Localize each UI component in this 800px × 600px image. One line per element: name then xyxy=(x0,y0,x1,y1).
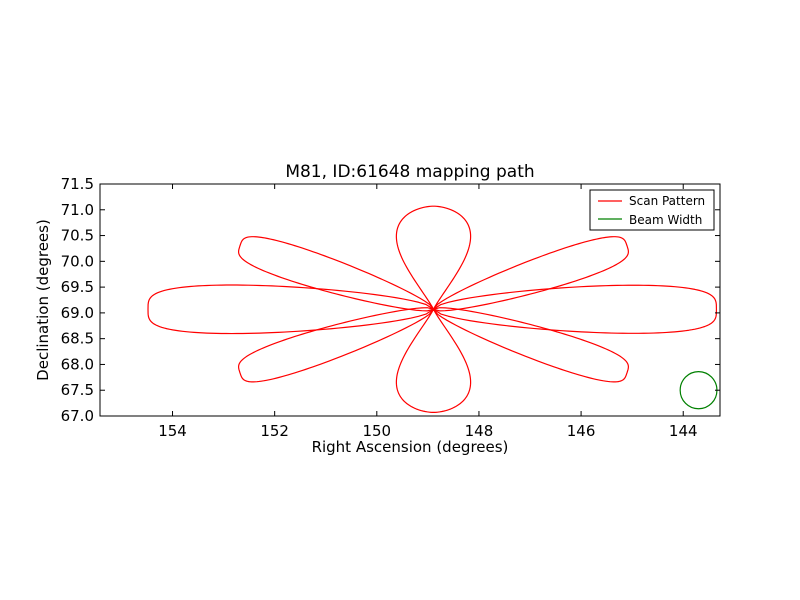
y-tick-label: 71.5 xyxy=(61,175,94,193)
scan-pattern-petal xyxy=(433,307,630,383)
y-tick-label: 67.5 xyxy=(61,381,94,399)
legend-label-beam-width: Beam Width xyxy=(629,213,702,227)
plot-frame xyxy=(99,183,721,417)
scan-pattern-petal xyxy=(147,284,434,335)
y-tick-label: 70.0 xyxy=(61,252,94,270)
y-tick-label: 71.0 xyxy=(61,201,94,219)
y-tick-label: 69.0 xyxy=(61,304,94,322)
y-tick-label: 70.5 xyxy=(61,227,94,245)
y-axis-label: Declination (degrees) xyxy=(34,219,52,381)
scan-pattern-petal xyxy=(237,307,434,383)
y-tick-label: 67.0 xyxy=(61,407,94,425)
x-tick-label: 144 xyxy=(669,422,698,440)
y-axis: 67.0 67.5 68.0 68.5 69.0 69.5 70.0 70.5 71.0 71.5 xyxy=(61,175,720,425)
x-axis-label: Right Ascension (degrees) xyxy=(312,438,509,456)
scan-pattern-petal xyxy=(433,236,630,312)
y-tick-label: 68.0 xyxy=(61,355,94,373)
chart-title: M81, ID:61648 mapping path xyxy=(285,162,534,182)
scan-pattern-petal xyxy=(237,236,434,312)
y-tick-label: 68.5 xyxy=(61,330,94,348)
legend-frame xyxy=(589,189,715,231)
legend-label-scan-pattern: Scan Pattern xyxy=(629,194,705,208)
x-tick-label: 146 xyxy=(567,422,596,440)
x-tick-label: 154 xyxy=(158,422,187,440)
x-tick-label: 150 xyxy=(362,422,391,440)
legend: Scan Pattern Beam Width xyxy=(589,189,715,231)
scan-pattern-petal xyxy=(395,308,472,413)
x-tick-label: 152 xyxy=(260,422,289,440)
scan-pattern-petal xyxy=(433,284,718,334)
series-layer xyxy=(147,205,718,413)
y-tick-label: 69.5 xyxy=(61,278,94,296)
x-axis: 154 152 150 148 146 144 xyxy=(158,184,698,440)
x-tick-label: 148 xyxy=(465,422,494,440)
scan-pattern-petal xyxy=(395,205,472,310)
